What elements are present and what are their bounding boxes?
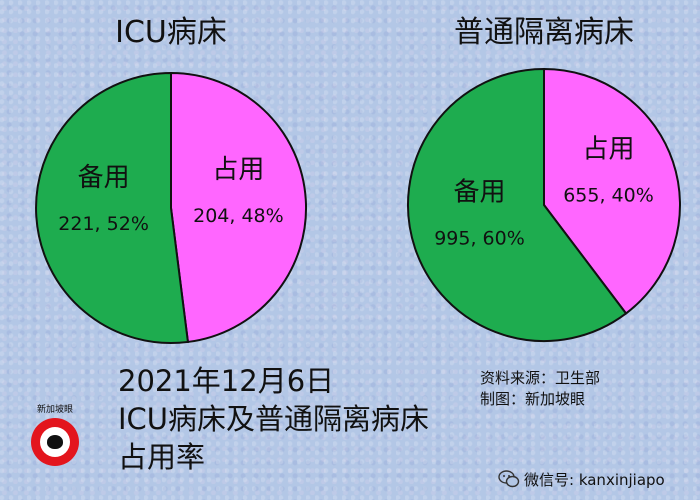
caption-title: ICU病床及普通隔离病床: [118, 402, 430, 436]
slice-name-label: 占用: [582, 134, 634, 164]
slice-name-label: 备用: [453, 178, 505, 208]
credit-line: 制图：新加坡眼: [480, 390, 586, 408]
slice-value-label: 221, 52%: [58, 213, 149, 235]
wechat-icon: [498, 470, 520, 488]
pie-slice: [543, 67, 681, 315]
slice-name-label: 占用: [212, 155, 264, 185]
pie-title: 普通隔离病床: [454, 15, 634, 50]
slice-value-label: 655, 40%: [563, 184, 654, 206]
pie-title: ICU病床: [115, 15, 227, 50]
logo: 新加坡眼: [22, 402, 88, 482]
caption-subtitle: 占用率: [118, 440, 206, 474]
watermark: 微信号: kanxinjiapo: [498, 468, 665, 490]
slice-value-label: 995, 60%: [434, 228, 525, 250]
logo-text: 新加坡眼: [36, 405, 73, 415]
source-line: 资料来源：卫生部: [480, 369, 601, 387]
pie-slice: [35, 71, 190, 344]
watermark-text: 微信号: kanxinjiapo: [524, 470, 665, 489]
slice-name-label: 备用: [78, 163, 130, 193]
pie-slice: [407, 67, 628, 342]
eye-logo-icon: [31, 418, 79, 466]
source-note: 资料来源：卫生部 制图：新加坡眼: [480, 368, 600, 410]
caption-date: 2021年12月6日: [118, 364, 335, 398]
pie-slice: [170, 71, 307, 344]
chart-caption: 2021年12月6日 ICU病床及普通隔离病床 占用率: [118, 362, 429, 476]
slice-value-label: 204, 48%: [193, 205, 284, 227]
